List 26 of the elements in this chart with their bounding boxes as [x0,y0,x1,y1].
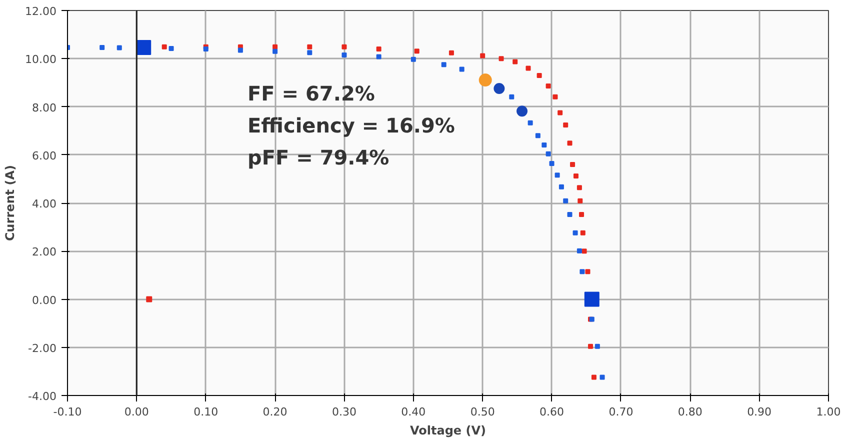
y-tick-label: -2.00 [28,342,57,355]
y-tick-label: 6.00 [32,149,57,162]
x-tick-label: 0.70 [608,406,634,418]
x-tick-label: 0.90 [747,406,772,418]
x-tick-label: 0.30 [332,406,356,418]
x-tick-label: 0.60 [540,406,564,418]
y-axis-title: Current (A) [3,164,18,242]
y-tick-label: 2.00 [32,246,57,259]
x-tick-label: 1.00 [816,406,841,418]
y-tick-label: 4.00 [32,198,57,210]
x-tick-label: 0.10 [194,406,218,418]
y-tick-label: -4.00 [28,390,57,403]
annotation: pFF = 79.4% [248,146,390,170]
x-tick-label: 0.50 [470,406,495,418]
x-tick-label: 0.40 [401,406,426,418]
y-tick-label: 0.00 [32,294,57,307]
x-tick-label: 0.20 [262,406,288,418]
annotation: Efficiency = 16.9% [248,114,455,138]
x-tick-label: -0.10 [53,406,82,418]
x-axis-title: Voltage (V) [410,424,486,438]
y-tick-label: 8.00 [32,101,57,114]
x-tick-label: 0.80 [678,406,702,418]
y-tick-label: 12.00 [25,5,57,18]
x-tick-label: 0.00 [124,406,149,418]
y-tick-label: 10.00 [25,53,57,66]
annotation: FF = 67.2% [248,82,375,106]
